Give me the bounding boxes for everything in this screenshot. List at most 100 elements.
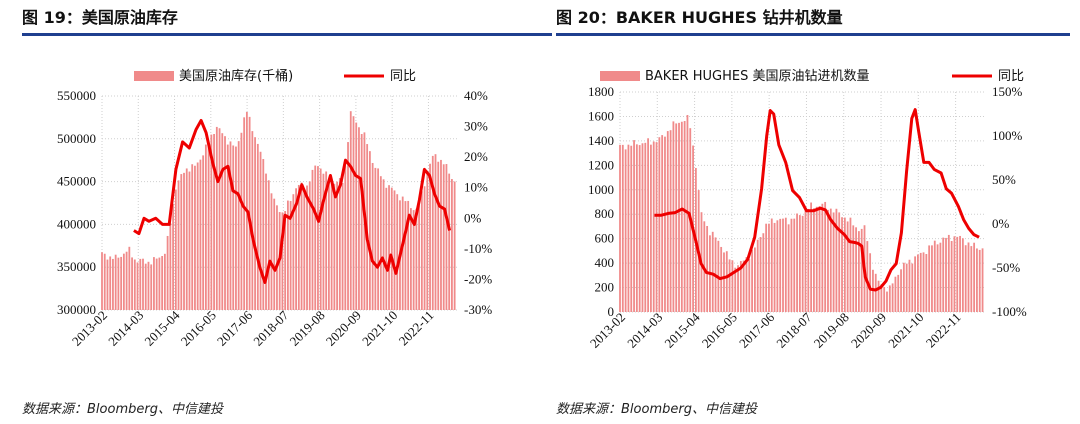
y-tick-left: 0 bbox=[608, 304, 615, 319]
bar bbox=[706, 225, 709, 312]
bar bbox=[448, 173, 451, 310]
bar bbox=[265, 173, 267, 310]
bar bbox=[412, 210, 415, 310]
bar bbox=[117, 257, 120, 310]
bar bbox=[798, 215, 801, 312]
bar bbox=[919, 252, 922, 312]
bar bbox=[658, 137, 661, 312]
chart-crude-inventory: 300000 350000 400000 450000 500000 550000 -30%… bbox=[57, 68, 492, 349]
bar bbox=[259, 151, 262, 310]
bar bbox=[125, 251, 128, 310]
bar bbox=[652, 141, 655, 312]
bar bbox=[431, 155, 434, 310]
bar bbox=[210, 134, 213, 310]
legend-label-bar: 美国原油库存(千桶) bbox=[179, 68, 293, 84]
bar bbox=[174, 189, 177, 310]
bar bbox=[306, 185, 308, 310]
y-tick-right: 150% bbox=[992, 84, 1023, 99]
x-tick-label: 2015-04 bbox=[141, 307, 183, 349]
bar bbox=[330, 181, 333, 310]
bar bbox=[917, 254, 919, 312]
y-tick-left: 550000 bbox=[57, 88, 96, 103]
bar bbox=[635, 144, 638, 312]
bar bbox=[843, 217, 846, 312]
line-series-yoy bbox=[133, 119, 452, 284]
bar bbox=[142, 258, 144, 310]
bar bbox=[254, 137, 256, 310]
bar bbox=[122, 253, 125, 310]
bar bbox=[765, 223, 768, 312]
bar bbox=[322, 173, 325, 310]
bar bbox=[281, 212, 284, 310]
y-tick-left: 600 bbox=[595, 231, 615, 246]
bar bbox=[434, 154, 437, 310]
bar bbox=[725, 251, 728, 312]
bar bbox=[810, 202, 813, 312]
title-rule bbox=[556, 33, 1070, 36]
bar bbox=[437, 161, 440, 310]
bar bbox=[442, 164, 445, 310]
bar bbox=[429, 163, 431, 310]
bar bbox=[784, 217, 787, 312]
bar bbox=[103, 253, 106, 310]
bar bbox=[251, 131, 254, 310]
bar bbox=[888, 285, 891, 312]
bar bbox=[633, 140, 635, 312]
y-tick-left: 350000 bbox=[57, 259, 96, 274]
bar bbox=[368, 151, 371, 310]
bar bbox=[319, 168, 322, 310]
bar bbox=[338, 178, 341, 310]
bar bbox=[325, 171, 328, 310]
bar bbox=[790, 218, 793, 312]
x-tick-label: 2019-08 bbox=[286, 308, 327, 349]
bar bbox=[947, 234, 950, 312]
bar bbox=[177, 180, 180, 310]
legend-swatch-bar bbox=[134, 71, 174, 81]
bar bbox=[420, 191, 423, 310]
bar bbox=[183, 172, 185, 310]
bar bbox=[981, 248, 984, 312]
bar bbox=[284, 211, 287, 310]
bar bbox=[213, 134, 215, 310]
bar bbox=[711, 231, 714, 312]
bar bbox=[317, 166, 319, 310]
bar bbox=[902, 262, 905, 312]
source-note: 数据来源：Bloomberg、中信建投 bbox=[556, 402, 757, 417]
bar bbox=[158, 257, 161, 310]
y-tick-left: 1200 bbox=[588, 157, 614, 172]
bar bbox=[894, 276, 897, 312]
x-tick-label: 2022-11 bbox=[396, 308, 437, 349]
bar bbox=[886, 291, 888, 312]
bar bbox=[289, 200, 292, 310]
line-series-yoy bbox=[654, 108, 980, 292]
bar bbox=[933, 240, 936, 312]
y-tick-left: 200 bbox=[595, 280, 615, 295]
bar bbox=[207, 142, 210, 310]
bar bbox=[793, 218, 796, 312]
bar bbox=[742, 260, 745, 312]
bar bbox=[849, 217, 852, 312]
y-tick-right: -50% bbox=[992, 260, 1020, 275]
bar bbox=[621, 144, 624, 312]
y-tick-right: 40% bbox=[464, 88, 488, 103]
bar bbox=[914, 256, 916, 312]
bar bbox=[393, 190, 396, 310]
title-rule bbox=[22, 33, 552, 36]
x-tick-label: 2017-06 bbox=[736, 309, 778, 351]
bar bbox=[787, 224, 790, 312]
bar bbox=[855, 227, 857, 312]
bar bbox=[396, 194, 399, 310]
y-tick-left: 400000 bbox=[57, 216, 96, 231]
bar bbox=[911, 263, 914, 312]
legend-swatch-bar bbox=[600, 71, 640, 81]
bar bbox=[202, 155, 205, 310]
bar bbox=[388, 185, 390, 310]
bar bbox=[407, 200, 410, 310]
bar bbox=[779, 218, 782, 312]
bar bbox=[624, 149, 627, 312]
figure-title: 图 20：BAKER HUGHES 钻井机数量 bbox=[556, 8, 843, 27]
bar bbox=[748, 259, 751, 312]
bar bbox=[883, 287, 886, 312]
bar bbox=[276, 205, 278, 310]
x-tick-label: 2021-10 bbox=[885, 310, 926, 351]
